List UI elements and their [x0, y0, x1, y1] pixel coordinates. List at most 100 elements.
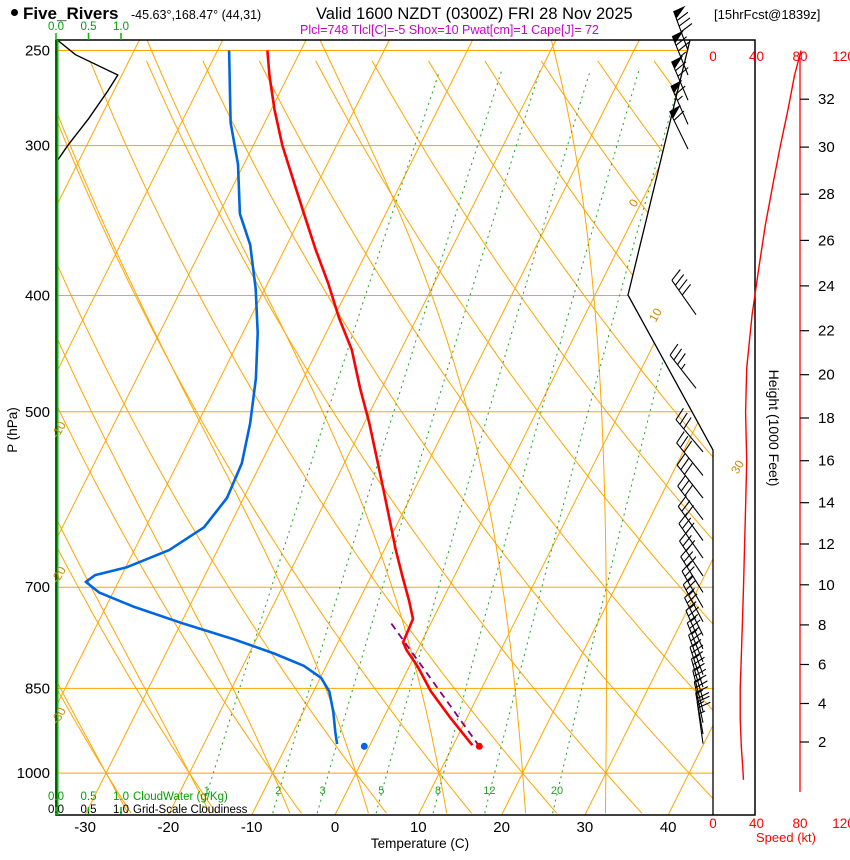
mixing-ratio-label: 2	[275, 785, 281, 797]
wind-barb	[692, 662, 707, 712]
isotherm-line	[56, 40, 307, 815]
mixing-ratio-label: 5	[378, 785, 384, 797]
moist-adiabat-line	[146, 40, 448, 814]
temperature-tick-label: 20	[493, 819, 510, 836]
height-tick-label: 14	[818, 495, 835, 512]
mixing-ratio-line	[316, 70, 541, 814]
data-boundary-line	[627, 39, 714, 815]
wind-barb	[676, 453, 704, 499]
wind-barb	[669, 104, 689, 150]
wind-barb	[686, 613, 704, 663]
pressure-axis-label: P (hPa)	[5, 407, 20, 453]
mixing-ratio-label: 1	[204, 785, 210, 797]
wind-barb	[671, 30, 690, 76]
moist-adiabat-line	[56, 40, 129, 814]
isotherm-line	[56, 40, 140, 815]
cloudiness-scale-label: 0.0	[48, 804, 64, 816]
pressure-tick-label: 700	[25, 579, 50, 596]
dry-adiabat-line	[371, 60, 713, 814]
moist-adiabat-line	[56, 40, 291, 814]
dry-adiabat-line	[597, 60, 713, 814]
pressure-tick-label: 400	[25, 288, 50, 305]
isotherm-line	[84, 40, 474, 815]
wind-barb	[676, 431, 704, 476]
cloudiness-axis-label: Grid-Scale Cloudiness	[133, 804, 248, 816]
wind-barb	[675, 408, 704, 453]
cloud-scale-top-label: 1.0	[113, 21, 129, 33]
moist-adiabat-label: -20	[48, 564, 69, 586]
derived-parameters: Plcl=748 Tlcl[C]=-5 Shox=10 Pwat[cm]=1 C…	[300, 23, 599, 37]
mixing-ratio-label: 20	[551, 785, 563, 797]
dry-adiabat-line	[484, 60, 713, 814]
temperature-tick-label: 10	[410, 819, 427, 836]
speed-tick-label-top: 0	[709, 49, 717, 64]
moist-adiabat-line	[319, 40, 526, 814]
wind-barb	[671, 55, 689, 101]
wind-barb	[685, 601, 704, 650]
dry-adiabat-line	[56, 60, 217, 814]
frame-layer	[55, 33, 756, 816]
pressure-tick-label: 300	[25, 138, 50, 155]
height-tick-label: 24	[818, 278, 835, 295]
speed-tick-label-bottom: 0	[709, 816, 717, 831]
height-tick-label: 32	[818, 91, 835, 108]
isotherm-line	[334, 40, 713, 815]
height-tick-label: 4	[818, 696, 826, 713]
dry-adiabat-line	[202, 60, 713, 814]
moist-adiabat-line	[550, 40, 607, 814]
grid-layer	[56, 40, 850, 815]
moist-adiabat-line	[56, 40, 369, 814]
temperature-tick-label: 0	[331, 819, 339, 836]
isotherm-line	[417, 40, 713, 815]
moist-adiabat-label: -30	[48, 705, 69, 727]
temperature-tick-label: -20	[158, 819, 180, 836]
station-bullet-icon	[11, 9, 18, 16]
pressure-tick-label: 500	[25, 404, 50, 421]
height-tick-label: 8	[818, 617, 826, 634]
height-tick-label: 26	[818, 232, 835, 249]
mixing-ratio-line	[272, 70, 502, 814]
dry-adiabat-line	[823, 61, 850, 813]
height-tick-label: 22	[818, 323, 835, 340]
cloudiness-scale-label: 0.5	[81, 804, 97, 816]
moist-adiabat-label: 10	[646, 305, 665, 324]
wind-barbs-layer	[669, 5, 711, 744]
isotherm-line	[501, 40, 713, 815]
speed-tick-label-top: 120	[832, 49, 850, 64]
parcel-path-line	[389, 621, 481, 747]
station-name: Five_Rivers	[23, 4, 119, 23]
cloudwater-scale-label: 0.5	[81, 791, 97, 803]
wind-barb	[688, 626, 704, 675]
dry-adiabat-line	[56, 60, 472, 814]
cloud-water-curve	[56, 40, 119, 163]
height-tick-label: 30	[818, 139, 835, 156]
temperature-tick-label: -30	[74, 819, 96, 836]
speed-tick-label-bottom: 80	[792, 816, 807, 831]
speed-tick-label-top: 40	[749, 49, 764, 64]
dry-adiabat-line	[428, 60, 713, 814]
isotherm-line	[251, 40, 640, 815]
surface-temp-marker	[475, 742, 483, 750]
mixing-ratio-line	[432, 70, 640, 814]
wind-barb	[693, 674, 708, 723]
height-tick-label: 18	[818, 410, 835, 427]
plot-border	[55, 39, 756, 816]
mixing-ratio-label: 8	[435, 785, 441, 797]
valid-time-title: Valid 1600 NZDT (0300Z) FRI 28 Nov 2025	[316, 5, 633, 23]
height-tick-label: 12	[818, 536, 835, 553]
height-tick-label: 20	[818, 367, 835, 384]
isotherm-line	[56, 40, 224, 815]
speed-tick-label-bottom: 40	[749, 816, 764, 831]
pressure-tick-label: 250	[25, 43, 50, 60]
wind-barb	[690, 651, 705, 700]
pressure-tick-label: 850	[25, 680, 50, 697]
speed-tick-label-bottom: 120	[832, 816, 850, 831]
dry-adiabat-line	[56, 60, 387, 814]
cloud-scale-top-label: 0.5	[81, 21, 97, 33]
dry-adiabat-line	[56, 60, 132, 814]
wind-barb	[682, 574, 704, 622]
temperature-tick-label: 30	[577, 819, 594, 836]
dry-adiabat-line	[315, 60, 713, 814]
